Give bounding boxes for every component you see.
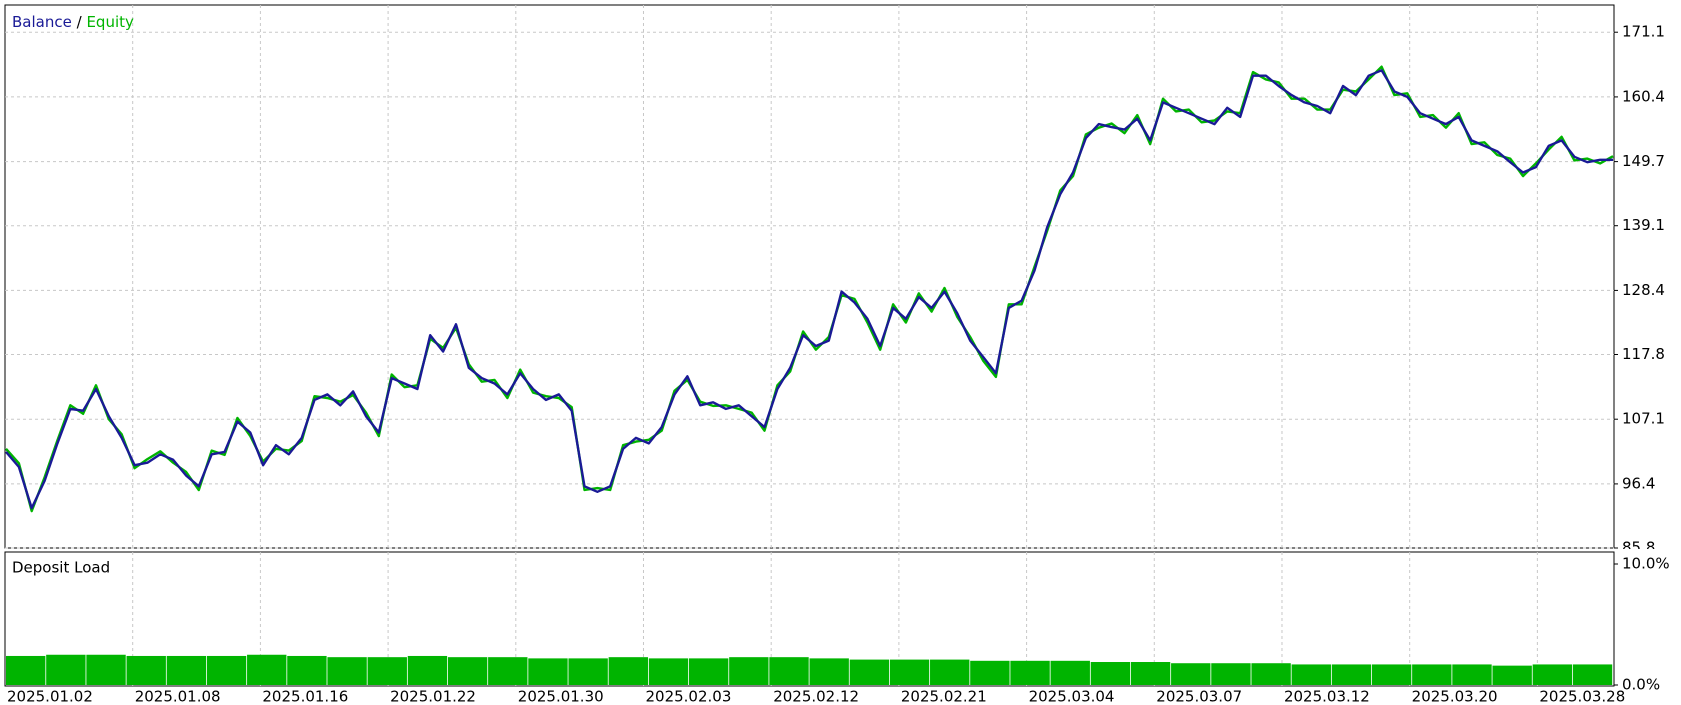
y-tick-label: 149.7 [1622, 152, 1665, 170]
load-bar [447, 657, 488, 685]
load-bar [970, 660, 1010, 685]
load-bar [1492, 665, 1532, 685]
x-tick-label: 2025.01.02 [7, 688, 93, 705]
load-bar [729, 657, 769, 685]
load-bar [287, 655, 327, 685]
load-bar [1171, 663, 1211, 685]
load-bar [1412, 664, 1452, 685]
load-bar [769, 657, 809, 685]
x-tick-label: 2025.02.21 [901, 688, 987, 705]
x-tick-label: 2025.03.12 [1284, 688, 1370, 705]
x-tick-label: 2025.02.12 [773, 688, 859, 705]
load-bar [809, 658, 849, 685]
load-bar [688, 658, 729, 685]
load-bar [1010, 660, 1050, 685]
load-bar [1291, 664, 1331, 685]
load-bar [930, 659, 970, 685]
y-tick-label: 128.4 [1622, 281, 1665, 299]
y-tick-label: 10.0% [1622, 555, 1670, 573]
y-tick-label: 117.8 [1622, 345, 1665, 363]
legend: Balance / Equity [12, 13, 134, 31]
y-tick-label: 171.1 [1622, 23, 1665, 41]
load-bar [247, 654, 287, 685]
x-tick-label: 2025.03.07 [1156, 688, 1242, 705]
load-bar [206, 655, 247, 685]
x-tick-label: 2025.03.04 [1029, 688, 1115, 705]
x-tick-label: 2025.01.16 [262, 688, 348, 705]
load-bar [1532, 664, 1573, 685]
load-bar [568, 658, 608, 685]
y-tick-label: 96.4 [1622, 474, 1655, 492]
load-bar [327, 657, 367, 685]
load-bar [6, 655, 46, 685]
x-tick-label: 2025.02.03 [645, 688, 731, 705]
load-bar [1130, 662, 1171, 685]
x-tick-label: 2025.01.30 [518, 688, 604, 705]
load-bar [126, 655, 166, 685]
load-bar [46, 654, 86, 685]
load-bar [407, 655, 448, 685]
load-bar [648, 658, 689, 685]
load-title: Deposit Load [12, 559, 110, 577]
load-bar [608, 657, 648, 685]
load-bar [889, 659, 930, 685]
load-bar [1331, 664, 1372, 685]
y-tick-label: 0.0% [1622, 676, 1660, 694]
load-bar [849, 659, 890, 685]
x-tick-label: 2025.01.08 [135, 688, 221, 705]
y-tick-label: 107.1 [1622, 410, 1665, 428]
y-tick-label: 160.4 [1622, 87, 1665, 105]
y-tick-label: 139.1 [1622, 216, 1665, 234]
x-tick-label: 2025.01.22 [390, 688, 476, 705]
load-bar [367, 657, 407, 685]
load-bar [1211, 663, 1251, 685]
load-bar [488, 657, 528, 685]
load-bar [528, 658, 568, 685]
legend-equity: Equity [86, 13, 134, 31]
legend-separator: / [77, 13, 83, 31]
x-tick-label: 2025.03.28 [1539, 688, 1625, 705]
load-bar [1050, 660, 1090, 685]
load-bar [1371, 664, 1412, 685]
load-bar [86, 654, 126, 685]
load-bar [1090, 662, 1131, 685]
x-tick-label: 2025.03.20 [1412, 688, 1498, 705]
legend-balance: Balance [12, 13, 72, 31]
load-bar [1452, 664, 1492, 685]
line-balance [5, 69, 1613, 510]
load-bar [1251, 663, 1291, 685]
load-bar [166, 655, 207, 685]
load-bar [1572, 664, 1613, 685]
main-panel [4, 4, 1615, 549]
